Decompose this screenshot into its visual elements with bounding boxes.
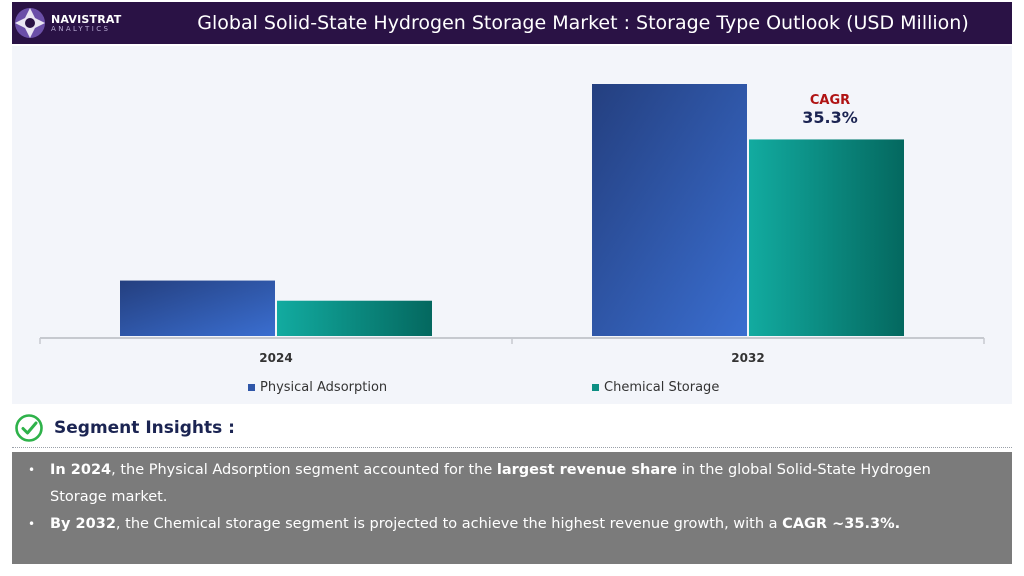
check-circle-icon xyxy=(15,414,43,442)
logo-brand: NAVISTRAT xyxy=(51,12,122,26)
bar-physical-adsorption-2024 xyxy=(120,280,275,336)
cagr-label: CAGR xyxy=(810,93,850,108)
legend-label: Physical Adsorption xyxy=(260,380,388,395)
x-tick-label: 2032 xyxy=(731,351,764,365)
divider xyxy=(12,447,1012,448)
legend-swatch xyxy=(592,384,599,391)
insights-list: • In 2024, the Physical Adsorption segmen… xyxy=(28,457,982,538)
bullet-text: In 2024, the Physical Adsorption segment… xyxy=(50,462,931,505)
legend-item-chemical-storage: Chemical Storage xyxy=(592,380,719,395)
x-tick-label: 2024 xyxy=(259,351,292,365)
bar-chemical-storage-2032 xyxy=(749,139,904,336)
logo: NAVISTRAT ANALYTICS xyxy=(14,7,164,39)
bullet-dot: • xyxy=(28,517,36,531)
bar-physical-adsorption-2032 xyxy=(592,84,747,336)
legend-label: Chemical Storage xyxy=(604,380,720,395)
insight-bullet: • In 2024, the Physical Adsorption segmen… xyxy=(28,457,982,511)
logo-globe-icon xyxy=(15,8,45,38)
insights-title: Segment Insights : xyxy=(54,418,235,438)
insight-bullet: • By 2032, the Chemical storage segment i… xyxy=(28,511,982,538)
logo-subtitle: ANALYTICS xyxy=(51,24,111,33)
cagr-value: 35.3% xyxy=(802,108,858,127)
page-title: Global Solid-State Hydrogen Storage Mark… xyxy=(197,12,969,34)
bullet-dot: • xyxy=(28,463,36,477)
legend-item-physical-adsorption: Physical Adsorption xyxy=(248,380,387,395)
bar-chemical-storage-2024 xyxy=(277,300,432,336)
legend-swatch xyxy=(248,384,255,391)
insights-box: • In 2024, the Physical Adsorption segmen… xyxy=(12,452,1012,564)
header-bar: NAVISTRAT ANALYTICS Global Solid-State H… xyxy=(12,2,1012,44)
bullet-text: By 2032, the Chemical storage segment is… xyxy=(50,516,901,532)
insights-header: Segment Insights : xyxy=(12,410,1012,446)
chart-panel: 2024 2032 CAGR 35.3% Physical Adsorption Ch… xyxy=(12,46,1012,404)
